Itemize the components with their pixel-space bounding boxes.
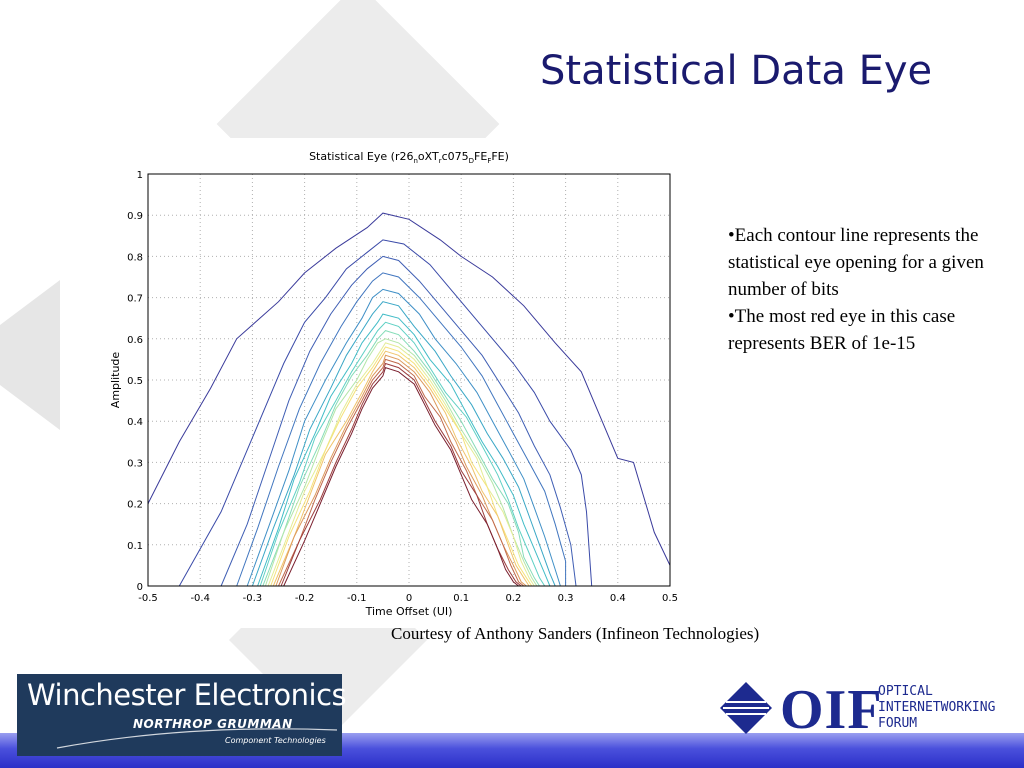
y-axis-label: Amplitude <box>109 352 122 409</box>
contour-line <box>264 338 538 587</box>
y-tick-label: 0.3 <box>127 458 143 469</box>
contour-line <box>246 288 561 587</box>
oif-words: OPTICAL INTERNETWORKING FORUM <box>878 684 995 732</box>
contour-line <box>259 321 546 587</box>
chart-title-part: FE) <box>491 150 509 163</box>
contour-line <box>236 272 567 587</box>
contour-line <box>220 255 577 587</box>
contour-line <box>251 301 556 587</box>
chart-title-part: c075 <box>442 150 469 163</box>
contour-line <box>270 346 533 587</box>
background-shape-left <box>0 280 60 430</box>
x-tick-label: 0.4 <box>610 593 626 604</box>
division-name: Component Technologies <box>225 736 326 745</box>
y-tick-label: 0.8 <box>127 252 143 263</box>
winchester-name: Winchester Electronics <box>27 678 347 712</box>
contour-line <box>178 239 593 587</box>
eye-chart: -0.5 -0.4 -0.3 -0.2 -0.1 0 0.1 0.2 0.3 0.4 0.5 0 0.1… <box>109 150 678 618</box>
chart-title-part: n <box>413 157 417 165</box>
y-tick-label: 0.1 <box>127 541 143 552</box>
image-credit: Courtesy of Anthony Sanders (Infineon Te… <box>391 624 760 643</box>
chart-panel: -0.5 -0.4 -0.3 -0.2 -0.1 0 0.1 0.2 0.3 0.4 0.5 0 0.1… <box>103 138 688 628</box>
bullet-list: •Each contour line represents the statis… <box>728 222 1008 357</box>
northrop-grumman-name: NORTHROP GRUMMAN <box>133 717 293 731</box>
contour-line <box>147 212 671 566</box>
oif-word: INTERNETWORKING <box>878 700 996 715</box>
x-tick-label: 0.1 <box>453 593 469 604</box>
x-tick-label: -0.5 <box>138 593 158 604</box>
oif-word: FORUM <box>878 716 918 731</box>
contour-line <box>272 350 530 587</box>
winchester-logo: Winchester Electronics NORTHROP GRUMMAN … <box>17 674 347 756</box>
y-tick-label: 0.2 <box>127 500 143 511</box>
x-tick-label: 0.2 <box>505 593 521 604</box>
x-tick-label: -0.2 <box>295 593 315 604</box>
x-tick-label: 0 <box>406 593 412 604</box>
y-tick-label: 0 <box>137 582 143 593</box>
bullet-item: •Each contour line represents the statis… <box>728 225 984 300</box>
contour-line <box>275 354 527 587</box>
x-tick-label: -0.1 <box>347 593 367 604</box>
oif-logo: OIF OPTICAL INTERNETWORKING FORUM <box>716 679 1024 741</box>
chart-title: Statistical Eye (r26noXTrc075DFEFFE) <box>309 150 509 165</box>
y-tick-label: 0.4 <box>127 417 143 428</box>
x-tick-label: 0.3 <box>558 593 574 604</box>
y-tick-label: 0.5 <box>127 376 143 387</box>
chart-title-part: r <box>439 157 442 165</box>
oif-word: OPTICAL <box>878 684 933 699</box>
x-tick-label: 0.5 <box>662 593 678 604</box>
x-tick-label: -0.4 <box>190 593 210 604</box>
contour-line <box>283 366 519 587</box>
oif-diamond-icon <box>720 682 772 734</box>
chart-title-part: oXT <box>418 150 439 163</box>
oif-abbr: OIF <box>780 679 883 741</box>
plot-frame <box>147 173 671 587</box>
chart-title-part: Statistical Eye (r26 <box>309 150 413 163</box>
contour-line <box>267 342 535 587</box>
y-tick-label: 0.6 <box>127 335 143 346</box>
y-tick-label: 1 <box>137 170 143 181</box>
contour-line <box>262 330 540 587</box>
y-tick-label: 0.9 <box>127 211 143 222</box>
chart-title-part: F <box>487 157 491 165</box>
swoosh-icon <box>56 728 338 749</box>
bullet-item: •The most red eye in this case represent… <box>728 306 956 354</box>
y-tick-label: 0.7 <box>127 294 143 305</box>
contour-line <box>257 313 551 587</box>
contour-line <box>278 358 525 587</box>
slide-title: Statistical Data Eye <box>540 48 933 94</box>
x-tick-label: -0.3 <box>243 593 263 604</box>
chart-title-part: D <box>469 157 474 165</box>
x-axis-label: Time Offset (UI) <box>365 605 453 618</box>
chart-title-part: FE <box>474 150 487 163</box>
